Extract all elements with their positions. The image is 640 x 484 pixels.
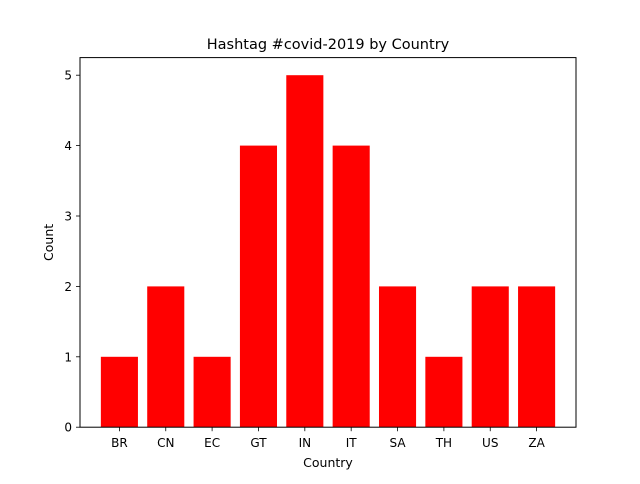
bar-us [471,286,509,428]
x-tick-label: BR [111,436,128,450]
bar-it [332,145,370,428]
bar-sa [378,286,417,428]
x-tick-label: US [482,436,498,450]
x-tick-label: EC [204,436,220,450]
x-tick-label: IN [299,436,312,450]
bar-in [286,75,324,428]
y-tick-label: 4 [64,139,72,153]
bars-group [100,75,556,428]
bar-za [518,286,556,428]
y-axis-label: Count [41,224,56,261]
y-tick-label: 5 [64,69,72,83]
chart-title: Hashtag #covid-2019 by Country [207,37,450,53]
y-tick-label: 0 [64,421,72,435]
y-axis-ticks: 0 1 2 3 4 5 [64,69,80,435]
y-tick-label: 3 [64,210,72,224]
x-tick-label: ZA [528,436,545,450]
y-tick-label: 2 [64,280,72,294]
bar-ec [193,356,231,428]
x-tick-label: CN [157,436,174,450]
bar-gt [239,145,278,428]
x-axis-ticks: BR CN EC GT IN IT SA TH US ZA [111,427,546,450]
x-tick-label: TH [435,436,452,450]
bar-cn [147,286,185,428]
x-tick-label: SA [390,436,407,450]
bar-th [425,356,463,428]
y-tick-label: 1 [64,350,72,364]
x-tick-label: GT [250,436,267,450]
x-axis-label: Country [303,455,353,470]
plot-frame [79,57,577,428]
x-tick-label: IT [346,436,358,450]
bar-br [100,356,138,428]
